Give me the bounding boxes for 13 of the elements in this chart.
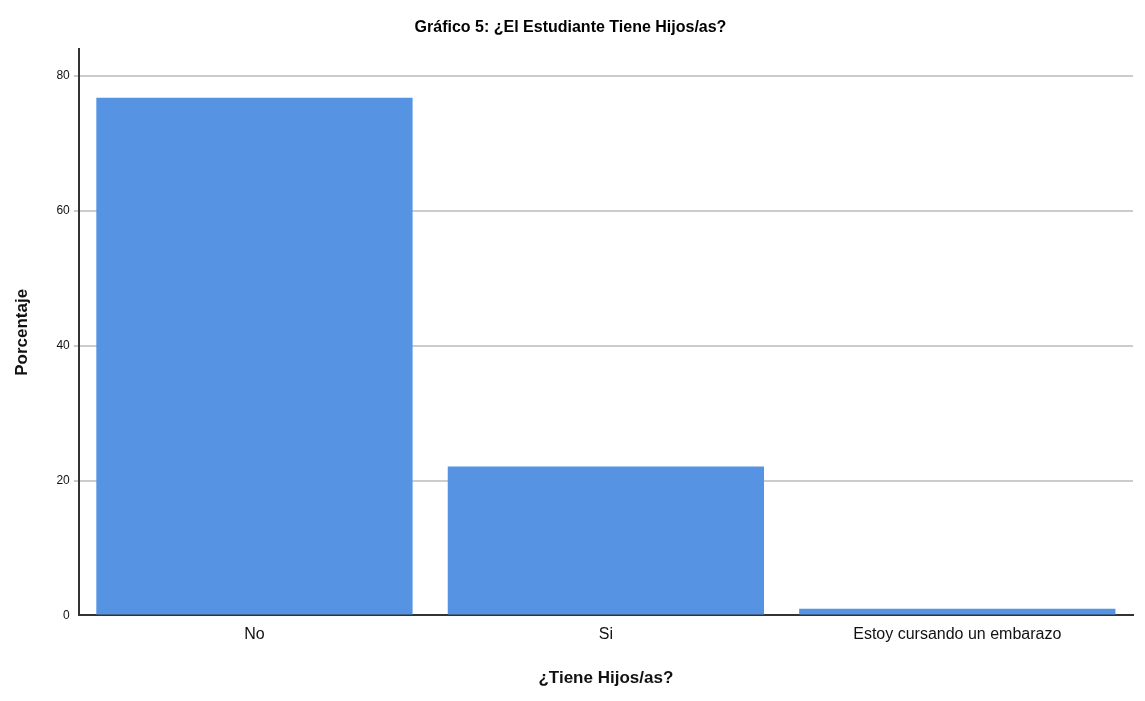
- bar: [447, 466, 765, 615]
- y-tick-label: 60: [56, 203, 71, 218]
- y-tick-label: 0: [63, 607, 71, 622]
- y-tick-label: 20: [56, 472, 71, 487]
- x-tick-label: Si: [598, 625, 613, 643]
- chart-title: Gráfico 5: ¿El Estudiante Tiene Hijos/as?: [414, 18, 727, 36]
- y-axis-title: Porcentaje: [11, 288, 31, 376]
- x-tick-label: No: [244, 625, 265, 643]
- y-tick-label: 40: [56, 338, 71, 353]
- y-tick-label: 80: [56, 68, 71, 83]
- bar: [96, 97, 413, 615]
- x-axis-title: ¿Tiene Hijos/as?: [538, 668, 674, 688]
- x-tick-label: Estoy cursando un embarazo: [853, 625, 1062, 643]
